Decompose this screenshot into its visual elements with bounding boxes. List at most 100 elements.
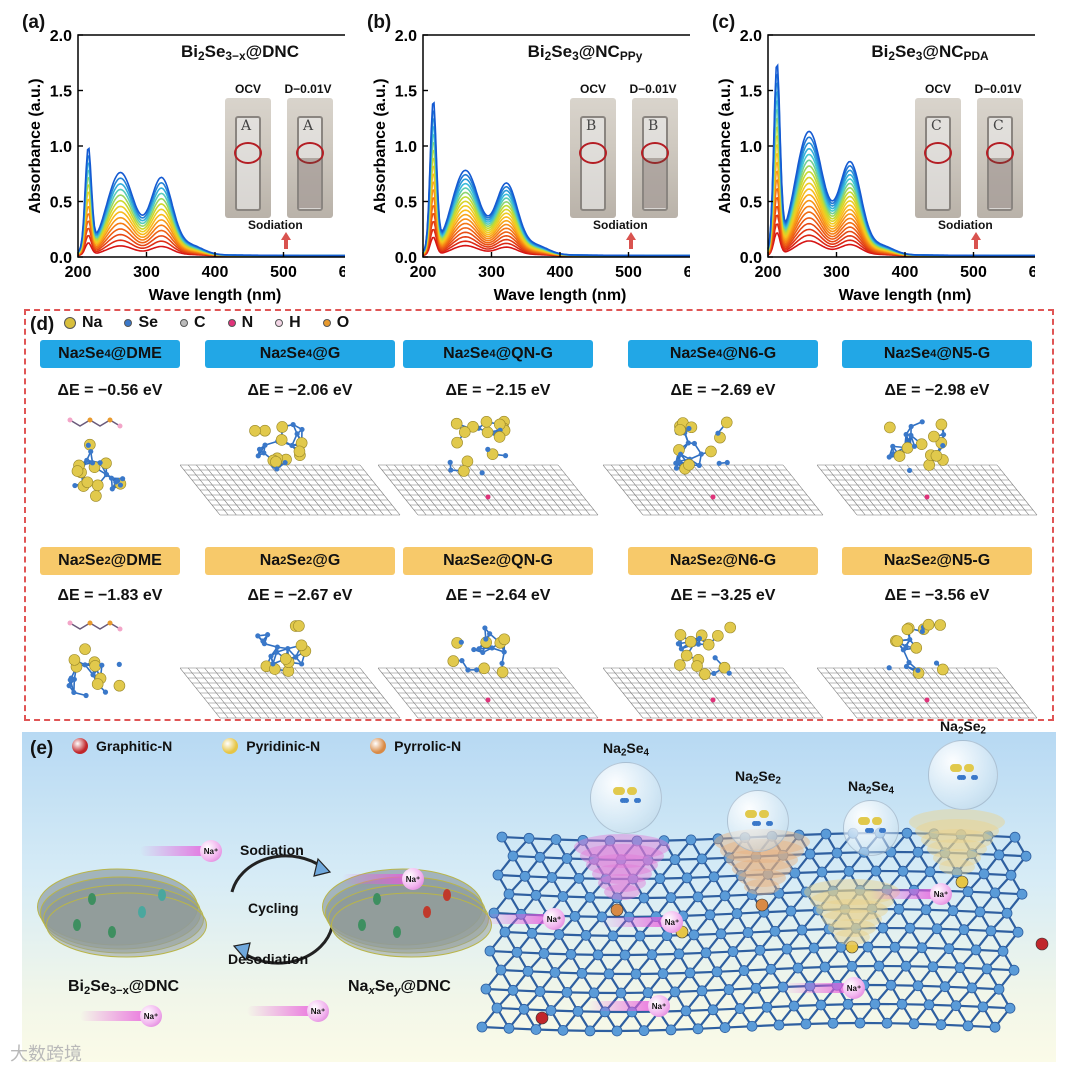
sodium-ion-icon: Na⁺ [140,1005,162,1027]
title-fragment: PDA [963,48,989,63]
label-fragment: 2 [865,785,872,797]
x-tick-label: 300 [478,264,505,281]
adsorption-vortex [574,834,670,900]
x-tick-label: 200 [755,264,782,281]
up-arrow-icon [281,232,291,240]
title-fragment: @DNC [245,42,299,61]
label-fragment: @N5-G [936,345,991,362]
x-tick-label: 400 [892,264,919,281]
ion-trail [342,874,408,884]
adsorption-structure-r2-0 [66,620,126,699]
label-fragment: @N5-G [936,552,991,569]
panel-d-frame [24,309,1054,721]
y-tick-label: 0.0 [740,250,762,267]
label-fragment: Na [940,718,958,734]
up-arrow-icon [971,232,981,240]
title-fragment: 3−x [225,48,246,63]
dopant-atom [755,898,769,912]
nitrogen-atom-icon [222,738,239,754]
adsorption-structure-r1-3 [603,416,824,516]
panel-b-title: Bi2Se3@NCPPy [495,42,675,63]
label-fragment: 2 [775,775,781,787]
dopant-atom [845,940,859,954]
y-tick-label: 0.5 [740,195,762,212]
label-fragment: Na [669,345,691,362]
label-fragment: 2 [104,555,111,567]
title-fragment: PPy [619,48,643,63]
label-fragment: Na [883,345,905,362]
cluster-atom [869,828,874,833]
watermark: 大数跨境 [10,1044,82,1064]
title-fragment: Bi [527,42,545,61]
sodiation-label: Sodiation [240,842,304,858]
title-fragment: 3 [915,48,923,63]
inset-discharge-label: D−0.01V [974,82,1022,96]
y-axis-label: Absorbance (a.u.) [717,78,734,213]
label-fragment: 2 [78,555,85,567]
legend-item-c: C [180,314,206,332]
adsorption-structure-r2-2 [378,625,599,719]
label-fragment: Na [848,778,866,794]
label-fragment: 2 [752,775,759,787]
label-fragment: Se [84,552,105,569]
chart-a: 200 300 400 500 600 0.0 0.5 1.0 1.5 2.0 Wave lengt… [27,28,345,304]
sodiation-arrow-label: Sodiation [938,218,993,232]
bubble-label-2: Na2Se4 [843,778,899,796]
y-tick-label: 1.5 [50,84,72,101]
title-fragment: 2 [197,48,205,63]
vial-photo-ocv: B [570,98,616,218]
label-fragment: 2 [305,555,313,567]
label-fragment: 2 [280,555,287,567]
sodium-ion-icon: Na⁺ [402,868,424,890]
label-fragment: 2 [957,725,964,737]
inset-discharge-label: D−0.01V [284,82,332,96]
legend-item-h: H [275,314,301,332]
y-tick-label: 1.5 [395,84,417,101]
complex-label-r2-0: Na 2 Se 2 @DME [40,547,180,575]
label-fragment: Na [259,552,281,569]
sodiation-arrow-label: Sodiation [593,218,648,232]
cycle-arrows-icon [230,854,334,965]
complex-label-r1-3: Na 2 Se 4 @N6-G [628,340,818,368]
logo-icon [579,142,607,164]
sodium-ion-icon: Na⁺ [930,883,952,905]
dopant-atom [1035,937,1049,951]
ion-trail [783,983,849,993]
legend-text: Na [82,314,103,331]
label-fragment: 2 [716,555,723,567]
cluster-atom [881,828,886,833]
legend-item-n: N [227,314,253,332]
cluster-atom [749,810,757,818]
vial-letter: A [241,118,252,134]
x-tick-label: 600 [339,264,345,281]
sodium-ion-icon: Na⁺ [843,977,865,999]
atom-o-icon [322,319,331,327]
legend-item-na: Na [64,314,102,332]
label-fragment: 2 [78,348,85,360]
sodium-ion-icon: Na⁺ [648,995,670,1017]
label-fragment: @QN-G [495,345,553,362]
panel-a-title: Bi2Se3−x@DNC [150,42,330,63]
binding-energy-r2-4: ΔE = −3.56 eV [884,587,990,604]
x-tick-label: 400 [547,264,574,281]
y-tick-label: 0.0 [50,250,72,267]
adsorption-structure-r1-2 [378,415,599,516]
legend-text: Pyridinic-N [246,738,321,754]
inset-ocv-label: OCV [924,82,951,96]
vial-letter: C [993,118,1004,134]
y-tick-label: 1.0 [395,139,417,156]
panel-c-label: (c) [712,12,736,33]
label-fragment: 2 [904,555,911,567]
inset-ocv-label: OCV [579,82,606,96]
title-fragment: Se [551,42,573,61]
nitrogen-atom-icon [72,738,88,754]
up-arrow-shaft [629,240,633,249]
x-tick-label: 500 [960,264,987,281]
label-fragment: Se [910,345,931,362]
cycling-label: Cycling [248,900,299,916]
legend-pyrrolic-n: Pyrrolic-N [370,738,461,754]
y-tick-label: 1.5 [740,84,762,101]
up-arrow-icon [626,232,636,240]
complex-label-r2-3: Na 2 Se 2 @N6-G [628,547,818,575]
sodium-ion-icon: Na⁺ [307,1000,329,1022]
